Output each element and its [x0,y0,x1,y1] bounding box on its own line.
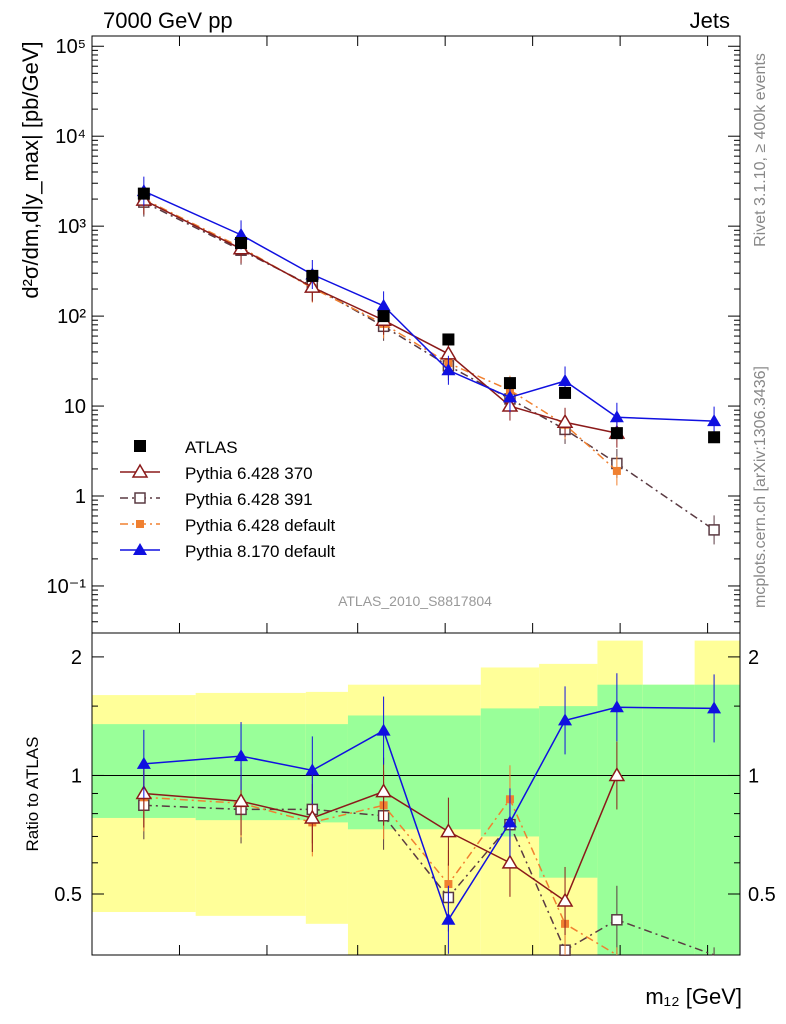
series-line [143,198,618,472]
legend-entry-label: Pythia 6.428 default [185,516,336,535]
data-point [444,880,453,889]
main-y-tick-label: 1 [75,486,86,508]
main-y-tick-label: 10² [57,306,86,328]
ratio-y-tick-label-right: 1 [748,765,759,787]
main-y-tick-label: 10⁻¹ [47,576,87,598]
data-point [707,701,722,714]
header-left: 7000 GeV pp [103,8,233,33]
data-point [442,333,455,346]
data-point [502,815,517,828]
ratio-series-line [143,796,618,956]
ratio-band-green [347,715,481,830]
data-point [234,227,249,240]
data-point [306,269,319,282]
data-point [503,377,516,390]
main-y-tick-label: 10 [64,396,86,418]
ratio-band-green [694,684,740,955]
axis-ticks: 10⁻¹ 1 10 10² 10³ 10⁴ 10⁵ 0.5 0.5 1 1 2 2 [47,36,776,955]
data-point [305,763,320,776]
legend-entry-label: ATLAS [185,438,238,457]
data-point [556,892,574,907]
data-point [611,914,623,926]
main-y-tick-label: 10³ [57,216,86,238]
main-y-tick-label: 10⁴ [55,126,86,148]
x-axis-label: m₁₂ [GeV] [645,984,742,1009]
header-right: Jets [690,8,730,33]
analysis-id: ATLAS_2010_S8817804 [338,593,492,609]
data-point [376,723,391,736]
data-point [708,524,720,536]
ratio-band-green [597,684,643,955]
main-y-tick-label: 10⁵ [55,36,86,58]
data-point [375,783,392,798]
legend-entry-label: Pythia 6.428 370 [185,464,313,483]
data-point [234,749,249,762]
data-point [502,390,517,403]
rivet-label: Rivet 3.1.10, ≥ 400k events [752,53,769,247]
plot-frames [91,35,741,956]
ratio-band-green [642,684,695,955]
data-point [708,431,721,444]
data-point [608,766,626,782]
data-point [441,912,456,925]
data-point [232,792,250,807]
series-line [143,190,715,422]
ratio-band-green [195,724,306,821]
data-point [609,700,624,713]
main-y-axis-label: d²σ/dm,d|y_max| [pb/GeV] [18,41,43,298]
legend-entry-label: Pythia 6.428 391 [185,490,313,509]
ratio-y-axis-label: Ratio to ATLAS [23,737,42,852]
axis-labels: 7000 GeV pp Jets ATLAS_2010_S8817804 m₁₂ [G… [18,8,769,1009]
data-point [304,809,321,824]
data-point [612,466,621,475]
ratio-y-tick-label-left: 0.5 [54,884,82,906]
data-point [133,543,147,555]
data-series [135,176,722,956]
data-point [136,520,144,528]
data-point [131,463,149,478]
mcplots-label: mcplots.cern.ch [arXiv:1306.3436] [752,366,769,608]
ratio-band-green [539,706,598,878]
data-point [134,440,146,452]
data-point [136,756,151,769]
data-point [137,187,150,200]
ratio-y-tick-label-right: 0.5 [748,884,776,906]
data-point [501,854,519,869]
data-point [134,492,146,504]
data-point [610,427,623,440]
legend: ATLAS Pythia 6.428 370 Pythia 6.428 391 Pyt… [120,438,336,561]
data-point [609,410,624,423]
data-point [556,413,574,429]
data-point [558,373,573,386]
ratio-y-tick-label-right: 2 [748,647,759,669]
data-point [707,414,722,427]
ratio-frame [91,632,741,956]
data-point [440,823,457,838]
ratio-y-tick-label-left: 2 [71,647,82,669]
ratio-series-line [143,775,618,903]
data-point [441,363,456,376]
data-point [558,713,573,726]
data-point [559,386,572,399]
data-point [376,298,391,311]
ratio-y-tick-label-left: 1 [71,765,82,787]
data-point [235,236,248,249]
legend-entry-label: Pythia 8.170 default [185,542,336,561]
data-point [377,310,390,323]
